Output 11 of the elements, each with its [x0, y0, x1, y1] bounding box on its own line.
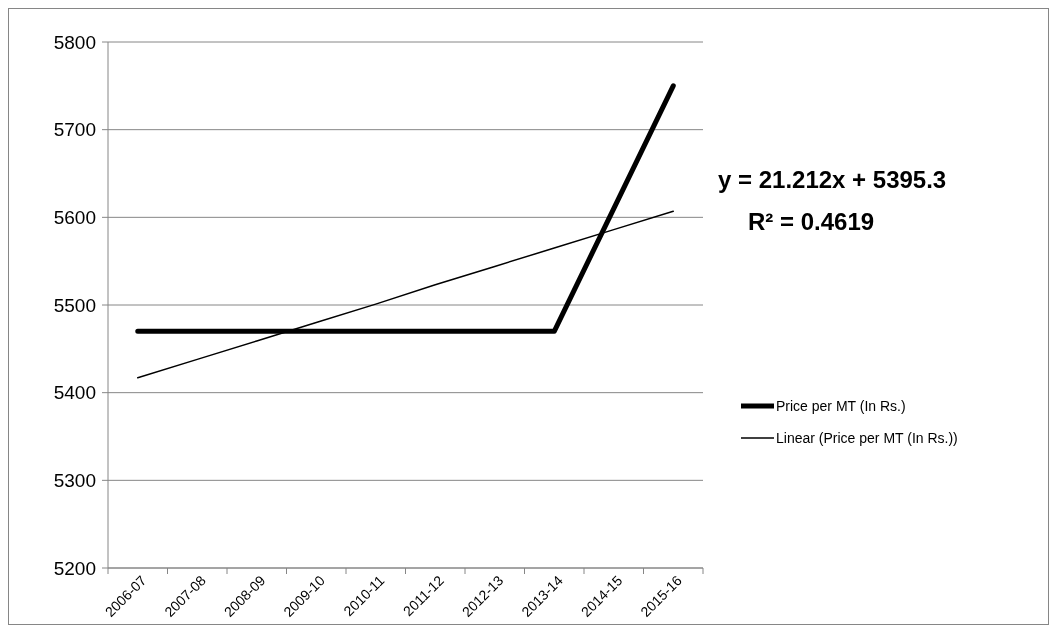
y-tick-label: 5700: [53, 119, 96, 141]
y-tick-label: 5300: [53, 469, 96, 491]
legend-label: Linear (Price per MT (In Rs.)): [776, 429, 958, 446]
text: y = 21.212x + 5395.3: [718, 166, 947, 193]
legend-label: Price per MT (In Rs.): [776, 397, 906, 414]
text: R² = 0.4619: [748, 208, 875, 235]
y-tick-label: 5600: [53, 206, 96, 228]
y-tick-label: 5500: [53, 294, 96, 316]
y-tick-label: 5400: [53, 382, 96, 404]
y-tick-label: 5800: [53, 31, 96, 53]
y-tick-label: 5200: [53, 557, 96, 579]
